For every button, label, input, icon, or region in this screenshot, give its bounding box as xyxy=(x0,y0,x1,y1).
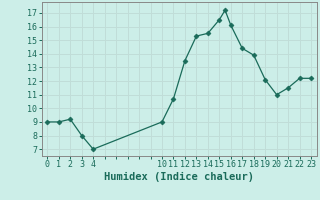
X-axis label: Humidex (Indice chaleur): Humidex (Indice chaleur) xyxy=(104,172,254,182)
